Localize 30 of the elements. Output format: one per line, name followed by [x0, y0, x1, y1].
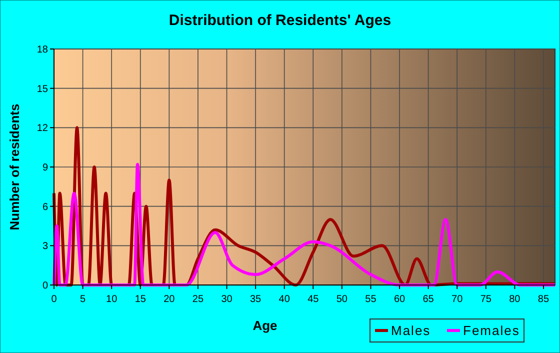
x-tick-label: 15	[134, 294, 146, 305]
x-tick-label: 75	[480, 294, 492, 305]
x-tick-label: 80	[509, 294, 521, 305]
y-tick-label: 12	[36, 123, 48, 134]
legend-label: Males	[391, 323, 431, 338]
x-tick-label: 65	[422, 294, 434, 305]
y-tick-label: 6	[42, 202, 48, 213]
y-tick-label: 18	[36, 44, 48, 56]
y-tick-label: 9	[42, 162, 48, 174]
legend-label: Females	[463, 323, 520, 338]
x-tick-label: 5	[80, 294, 86, 305]
chart-title: Distribution of Residents' Ages	[168, 12, 392, 29]
x-tick-label: 40	[278, 294, 290, 305]
x-tick-label: 45	[308, 294, 320, 305]
x-tick-label: 35	[250, 294, 262, 305]
y-tick-label: 15	[36, 84, 48, 95]
x-tick-label: 60	[394, 294, 406, 305]
x-tick-label: 20	[164, 294, 176, 305]
x-tick-label: 10	[106, 294, 118, 305]
y-tick-label: 0	[42, 280, 48, 292]
x-tick-label: 70	[452, 294, 464, 305]
x-tick-label: 85	[538, 294, 550, 305]
y-tick-label: 3	[42, 241, 48, 252]
x-tick-label: 25	[192, 294, 204, 305]
x-axis-title: Age	[252, 318, 278, 333]
x-tick-label: 50	[336, 294, 348, 305]
x-tick-label: 30	[221, 294, 233, 305]
x-tick-label: 0	[51, 294, 58, 305]
x-tick-label: 55	[365, 294, 377, 305]
y-axis-title: Number of residents	[7, 104, 22, 230]
